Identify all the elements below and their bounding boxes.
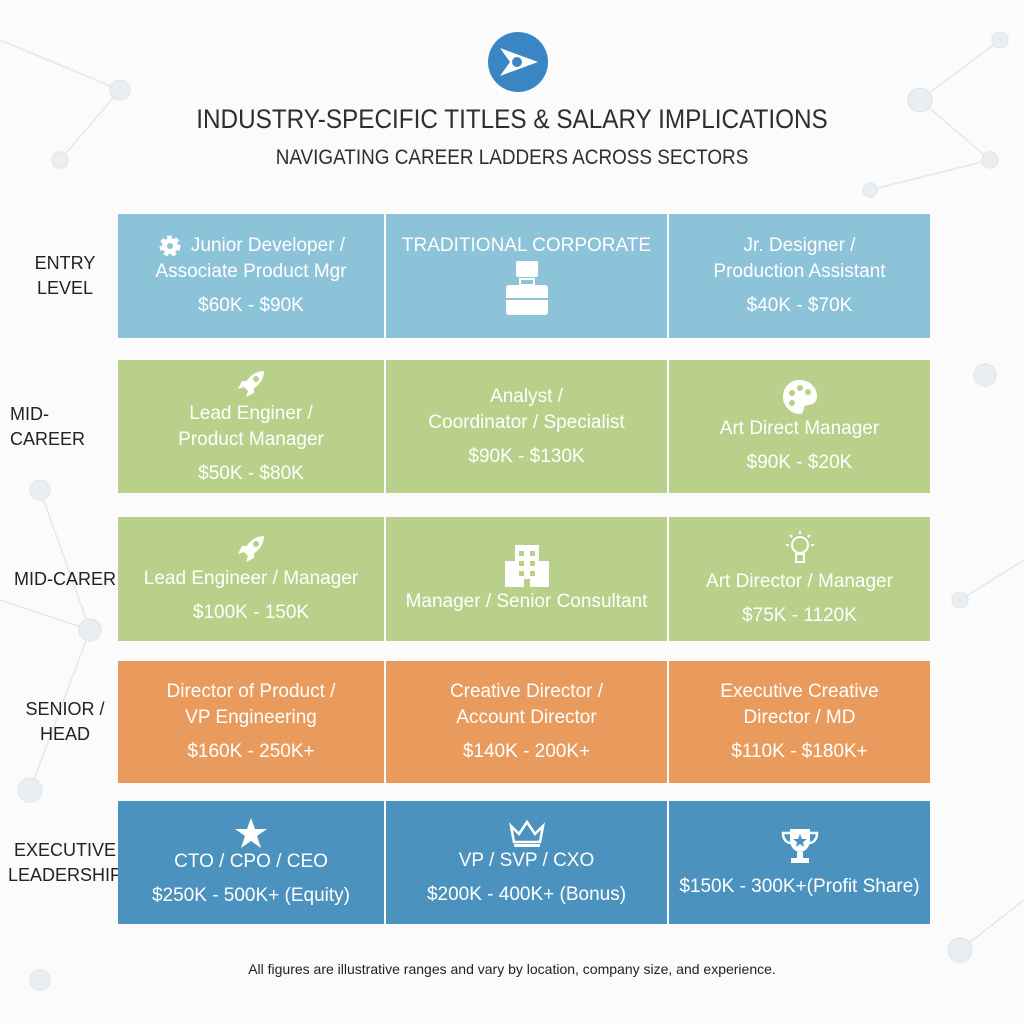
row-label-line: MID-CARER (14, 568, 116, 589)
cell-title: Lead Enginer / (189, 402, 313, 424)
cell-title: Product Manager (178, 428, 324, 450)
cell-title: Art Director / Manager (706, 571, 893, 592)
cell-title: TRADITIONAL CORPORATE (401, 235, 652, 256)
table-cell: Junior Developer / Associate Product Mgr $… (118, 214, 384, 338)
row-label-line: ENTRY (34, 253, 96, 273)
table-cell: Lead Engineer / Manager $100K - 150K (118, 517, 384, 641)
cell-salary: $250K - 500K+ (Equity) (151, 884, 351, 906)
cell-title: VP Engineering (185, 707, 317, 728)
cell-title: Executive Creative (720, 681, 879, 702)
icon (503, 543, 551, 589)
cell-title: Creative Director / (449, 681, 604, 702)
cell-title: Director / MD (743, 707, 856, 728)
cell-salary: $75K - 1120K (742, 605, 857, 626)
cell-title: Lead Engineer / Manager (143, 568, 359, 589)
footnote: All figures are illustrative ranges and … (248, 961, 776, 977)
row-label-line: MID-CAREER (10, 403, 86, 449)
icon (234, 367, 268, 401)
cell-salary: $40K - $70K (746, 295, 853, 316)
row-label-line: EXECUTIVE (13, 839, 117, 860)
cell-salary: $150K - 300K+(Profit Share) (679, 875, 920, 897)
row-label-line: HEAD (39, 724, 90, 744)
cell-salary: $160K - 250K+ (187, 741, 315, 762)
cell-title: Analyst / (490, 385, 563, 407)
row-label-line: LEADERSHIP (7, 864, 123, 885)
row-label: EXECUTIVE LEADERSHIP (7, 801, 123, 924)
cell-salary: $90K - $130K (468, 445, 585, 467)
table-cell: Manager / Senior Consultant (386, 517, 667, 641)
cell-salary: $90K - $20K (746, 451, 853, 473)
icon (502, 259, 552, 319)
row-label: MID-CAREER (10, 360, 120, 493)
cell-title: VP / SVP / CXO (458, 849, 595, 871)
table-cell: Analyst / Coordinator / Specialist $90K - … (386, 360, 667, 493)
icon (508, 818, 546, 848)
cell-title: Manager / Senior Consultant (405, 591, 648, 612)
cell-salary: $110K - $180K+ (731, 741, 868, 762)
table-cell: Director of Product / VP Engineering $160K… (118, 661, 384, 783)
icon (234, 817, 268, 849)
table-cell: Art Direct Manager $90K - $20K (669, 360, 930, 493)
cell-title: CTO / CPO / CEO (174, 850, 328, 872)
table-cell: CTO / CPO / CEO $250K - 500K+ (Equity) (118, 801, 384, 924)
icon (780, 826, 820, 866)
table-cell: Art Director / Manager $75K - 1120K (669, 517, 930, 641)
cell-salary: $60K - $90K (198, 295, 304, 316)
cell-salary: $200K - 400K+ (Bonus) (426, 883, 627, 905)
icon (781, 378, 819, 416)
cell-salary: $100K - 150K (192, 602, 310, 623)
table-cell: Jr. Designer / Production Assistant $40K -… (669, 214, 930, 338)
cell-title: Account Director (456, 707, 597, 728)
title: INDUSTRY-SPECIFIC TITLES & SALARY IMPLIC… (196, 104, 828, 134)
icon (157, 233, 183, 259)
table-cell: VP / SVP / CXO $200K - 400K+ (Bonus) (386, 801, 667, 924)
row-label: MID-CARER (10, 517, 120, 641)
cell-title: Jr. Designer / (743, 235, 856, 256)
cell-salary: $140K - 200K+ (462, 741, 591, 762)
table-cell: Executive Creative Director / MD $110K - $… (669, 661, 930, 783)
table-cell: TRADITIONAL CORPORATE (386, 214, 667, 338)
row-label-line: LEVEL (36, 278, 94, 298)
row-label-line: SENIOR / (25, 699, 105, 719)
cell-title: Associate Product Mgr (155, 261, 347, 282)
table-cell: $150K - 300K+(Profit Share) (669, 801, 930, 924)
table-cell: Lead Enginer / Product Manager $50K - $80K (118, 360, 384, 493)
cell-title: Director of Product / (166, 681, 336, 702)
icon (234, 532, 268, 566)
subtitle: NAVIGATING CAREER LADDERS ACROSS SECTORS (275, 146, 749, 169)
icon (782, 529, 818, 569)
cell-title: Coordinator / Specialist (428, 411, 625, 433)
row-label: ENTRY LEVEL (10, 214, 120, 338)
cell-salary: $50K - $80K (198, 462, 304, 484)
table-cell: Creative Director / Account Director $140K… (386, 661, 667, 783)
cell-title: Production Assistant (713, 261, 886, 282)
cell-title: Junior Developer / (157, 233, 345, 259)
row-label: SENIOR / HEAD (10, 661, 120, 783)
cell-title: Art Direct Manager (719, 417, 880, 439)
